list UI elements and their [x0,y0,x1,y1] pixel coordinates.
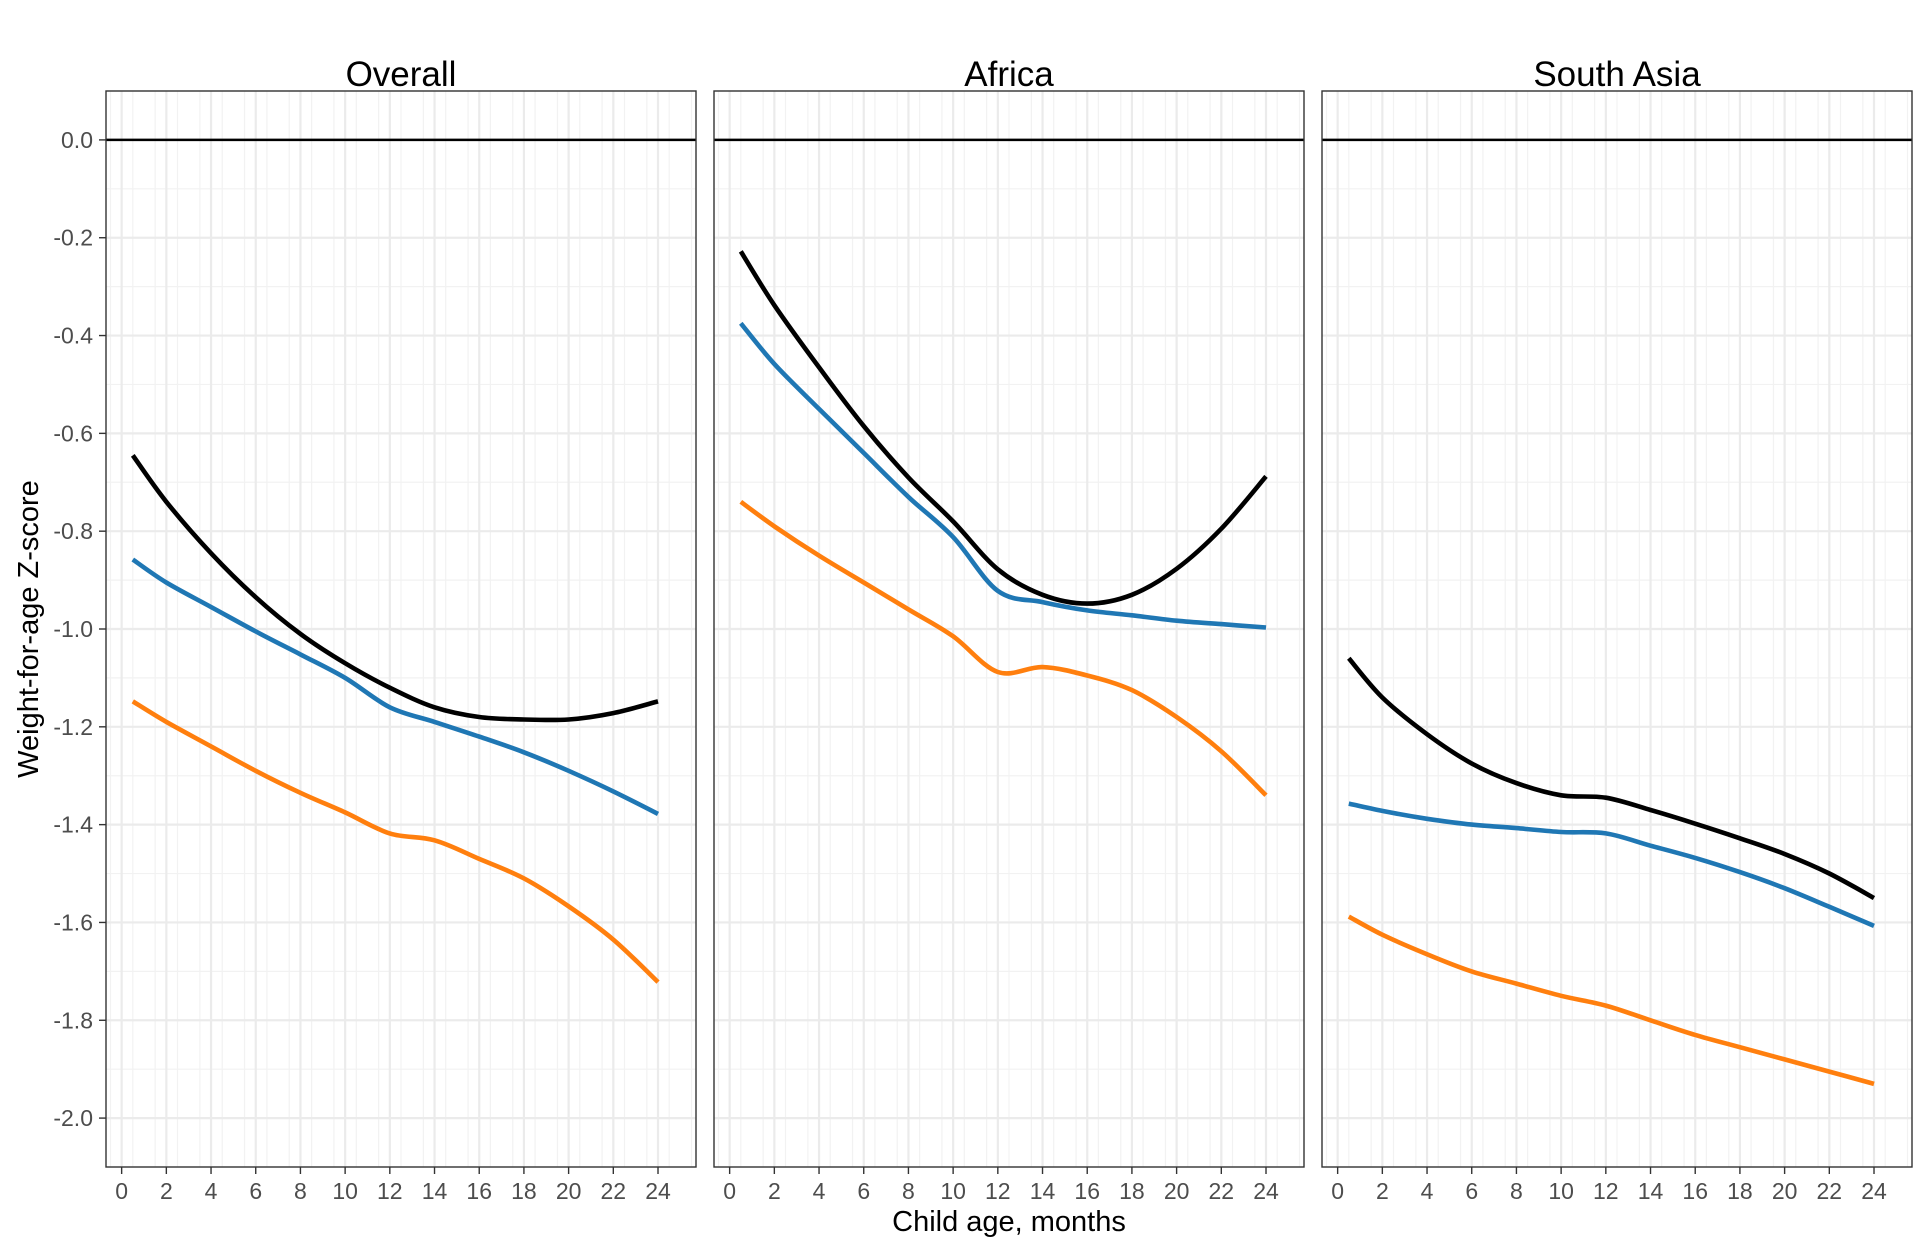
x-tick-label: 22 [601,1178,627,1204]
x-tick-label: 22 [1209,1178,1235,1204]
x-tick-label: 12 [985,1178,1011,1204]
x-tick-label: 24 [645,1178,671,1204]
x-tick-label: 10 [332,1178,358,1204]
x-tick-label: 16 [1074,1178,1100,1204]
x-tick-label: 6 [857,1178,870,1204]
y-tick-label: -0.8 [53,518,93,544]
x-tick-label: 4 [813,1178,826,1204]
x-tick-label: 8 [1510,1178,1523,1204]
x-tick-label: 2 [768,1178,781,1204]
y-tick-label: -0.6 [53,420,93,446]
panel-border [1321,90,1913,1168]
x-tick-label: 24 [1253,1178,1279,1204]
series-line-3 [739,499,1268,797]
x-tick-label: 16 [466,1178,492,1204]
facet-title: Overall [346,55,457,94]
x-tick-label: 18 [511,1178,537,1204]
y-tick-label: -0.2 [53,225,93,251]
x-tick-label: 12 [377,1178,403,1204]
x-tick-label: 0 [1331,1178,1344,1204]
series-line-2 [1348,801,1875,929]
x-tick-label: 20 [1164,1178,1190,1204]
x-tick-label: 10 [1548,1178,1574,1204]
x-tick-label: 8 [294,1178,307,1204]
y-axis-title: Weight-for-age Z-score [13,480,45,778]
y-tick-label: -2.0 [53,1105,93,1131]
y-tick-label: -1.2 [53,714,93,740]
x-tick-label: 4 [205,1178,218,1204]
series-line-2 [739,321,1267,630]
x-tick-label: 0 [723,1178,736,1204]
y-tick-label: 0.0 [61,127,93,153]
y-tick-label: -1.6 [53,909,93,935]
series-line-1 [1347,656,1876,901]
y-tick-label: -0.4 [53,323,93,349]
y-axis: 0.0 -0.2 -0.4 -0.6 -0.8 -1.0 -1.2 -1.4 -1.6 -1.8 -… [53,127,106,1131]
x-tick-label: 14 [422,1178,448,1204]
x-axis-title: Child age, months [892,1206,1126,1238]
x-tick-label: 6 [249,1178,262,1204]
y-tick-label: -1.4 [53,812,93,838]
x-tick-label: 18 [1119,1178,1145,1204]
x-tick-label: 2 [1376,1178,1389,1204]
x-tick-label: 20 [1772,1178,1798,1204]
x-tick-label: 14 [1030,1178,1056,1204]
x-tick-label: 14 [1638,1178,1664,1204]
x-tick-label: 24 [1861,1178,1887,1204]
x-tick-label: 2 [160,1178,173,1204]
x-tick-label: 18 [1727,1178,1753,1204]
series-line-2 [131,557,660,816]
x-tick-label: 12 [1593,1178,1619,1204]
series-line-3 [131,699,660,984]
x-tick-label: 22 [1817,1178,1843,1204]
x-tick-label: 20 [556,1178,582,1204]
facet-title: South Asia [1533,55,1701,94]
x-tick-label: 8 [902,1178,915,1204]
y-tick-label: -1.8 [53,1007,93,1033]
x-tick-label: 0 [115,1178,128,1204]
x-tick-label: 10 [940,1178,966,1204]
series-line-1 [738,250,1268,606]
series-line-1 [130,454,659,723]
panel-border [713,90,1305,1168]
facet-title: Africa [964,55,1054,94]
x-tick-label: 16 [1682,1178,1708,1204]
series-line-3 [1347,914,1875,1087]
x-tick-label: 4 [1421,1178,1434,1204]
x-tick-label: 6 [1465,1178,1478,1204]
y-tick-label: -1.0 [53,616,93,642]
